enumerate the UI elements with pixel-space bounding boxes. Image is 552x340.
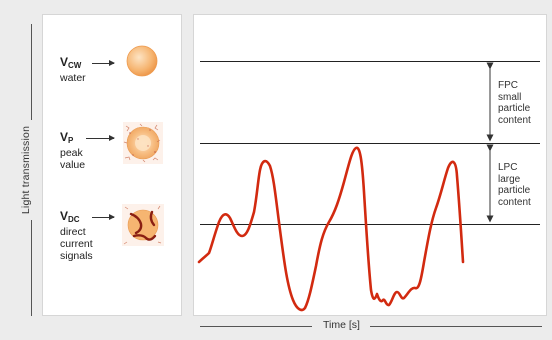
x-axis-label: Time [s] bbox=[319, 319, 364, 331]
fpc-annotation: FPC small particle content bbox=[498, 80, 531, 126]
dc-particle-icon bbox=[122, 204, 164, 246]
level-label-water: VCW water bbox=[60, 55, 86, 84]
water-particle-icon bbox=[126, 45, 158, 77]
level-label-peak: VP peak value bbox=[60, 130, 86, 171]
arrow-dc bbox=[92, 214, 115, 220]
level-label-dc: VDC direct current signals bbox=[60, 209, 93, 262]
level-line-water bbox=[200, 61, 540, 62]
signal-trace bbox=[197, 146, 465, 312]
lpc-annotation: LPC large particle content bbox=[498, 162, 531, 208]
arrow-water bbox=[92, 60, 115, 66]
y-axis-line-top bbox=[31, 24, 32, 120]
level-line-peak bbox=[200, 143, 540, 144]
x-axis-line-left bbox=[200, 326, 312, 327]
level-line-dc bbox=[200, 224, 540, 225]
y-axis-line-bottom bbox=[31, 220, 32, 316]
x-axis-line-right bbox=[370, 326, 542, 327]
arrow-peak bbox=[86, 135, 115, 141]
peak-particle-icon bbox=[123, 122, 163, 164]
